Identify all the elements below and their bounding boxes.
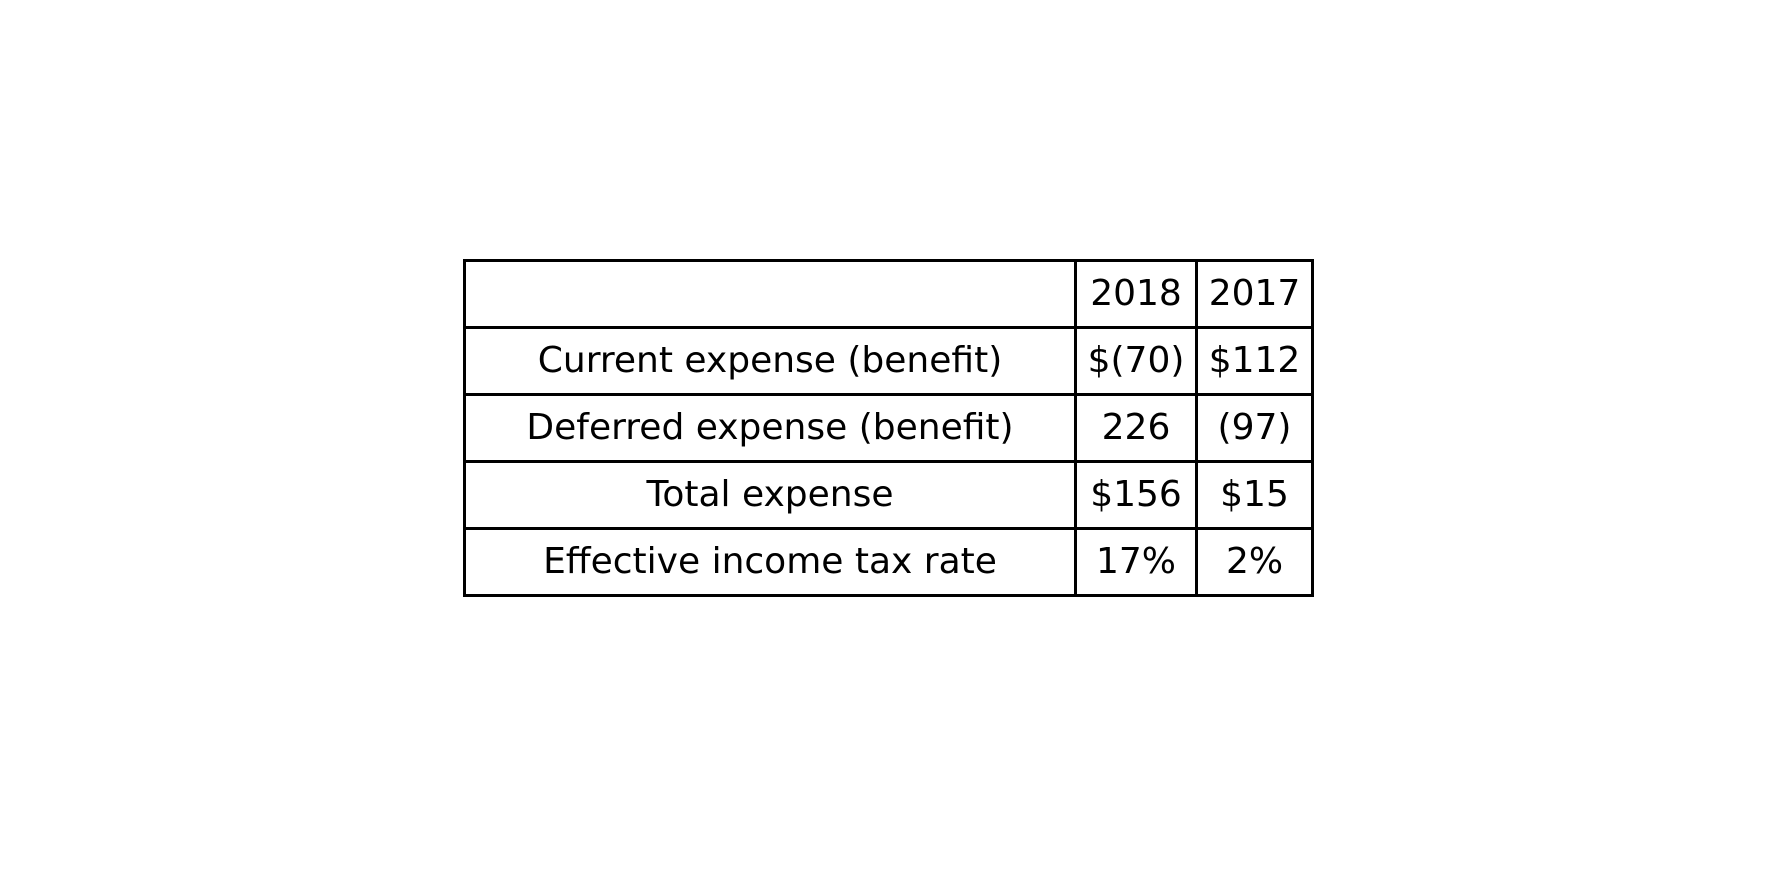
table-row: Deferred expense (benefit) 226 (97) xyxy=(463,393,1314,463)
data-table: 2018 2017 Current expense (benefit) $(70… xyxy=(463,259,1314,597)
row-label: Effective income tax rate xyxy=(463,527,1077,597)
value-cell-2018: 17% xyxy=(1074,527,1198,597)
table-row: Total expense $156 $15 xyxy=(463,460,1314,530)
header-cell-2017: 2017 xyxy=(1195,259,1314,329)
value-cell-2018: $156 xyxy=(1074,460,1198,530)
row-label: Deferred expense (benefit) xyxy=(463,393,1077,463)
value-cell-2018: 226 xyxy=(1074,393,1198,463)
value-cell-2018: $(70) xyxy=(1074,326,1198,396)
table-container: 2018 2017 Current expense (benefit) $(70… xyxy=(463,259,1314,597)
header-cell-2018: 2018 xyxy=(1074,259,1198,329)
table-row: Current expense (benefit) $(70) $112 xyxy=(463,326,1314,396)
header-cell-label xyxy=(463,259,1077,329)
row-label: Total expense xyxy=(463,460,1077,530)
row-label: Current expense (benefit) xyxy=(463,326,1077,396)
table-row: Effective income tax rate 17% 2% xyxy=(463,527,1314,597)
value-cell-2017: (97) xyxy=(1195,393,1314,463)
header-row: 2018 2017 xyxy=(463,259,1314,329)
value-cell-2017: $15 xyxy=(1195,460,1314,530)
value-cell-2017: 2% xyxy=(1195,527,1314,597)
value-cell-2017: $112 xyxy=(1195,326,1314,396)
